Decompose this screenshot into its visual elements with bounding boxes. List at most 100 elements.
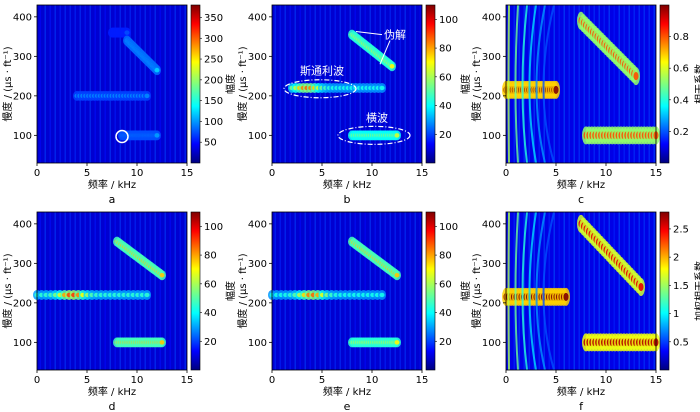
heatmap-streak	[623, 212, 625, 370]
x-tick-label: 5	[319, 375, 325, 386]
heatmap-streak	[44, 5, 46, 163]
heatmap-streak	[613, 5, 615, 163]
coherence-band	[514, 4, 519, 164]
heatmap-feature-core-1	[394, 272, 400, 278]
colorbar-tick-label: 0.8	[673, 32, 689, 43]
heatmap-streak	[144, 5, 146, 163]
x-tick-label: 0	[503, 375, 509, 386]
heatmap-streak	[389, 212, 391, 370]
panel-letter: f	[579, 400, 584, 412]
annotation-arrow	[355, 30, 383, 36]
heatmap-streak	[104, 5, 106, 163]
heatmap-streak	[648, 212, 650, 370]
heatmap-streak	[389, 5, 391, 163]
heatmap-streak	[399, 212, 401, 370]
heatmap-streak	[558, 5, 560, 163]
heatmap-streak	[179, 212, 181, 370]
heatmap-streak	[54, 5, 56, 163]
colorbar-tick-label: 300	[204, 34, 223, 45]
heatmap-streak	[174, 212, 176, 370]
colorbar	[425, 211, 436, 371]
x-tick-label: 0	[34, 375, 40, 386]
colorbar-tick-label: 60	[439, 72, 452, 83]
coherence-band	[542, 4, 555, 164]
heatmap-streak	[608, 212, 610, 370]
heatmap-streak	[154, 212, 156, 370]
panel-letter: b	[344, 193, 351, 206]
heatmap-streak	[623, 5, 625, 163]
heatmap-streak	[603, 5, 605, 163]
colorbar-tick-label: 100	[204, 222, 223, 233]
heatmap-streak	[59, 5, 61, 163]
y-tick-label: 300	[482, 52, 501, 63]
x-axis-label: 频率 / kHz	[323, 178, 371, 191]
heatmap-streak	[119, 5, 121, 163]
coherence-band	[507, 4, 510, 164]
heatmap-streak	[404, 212, 406, 370]
heatmap-streak	[274, 5, 276, 163]
panel-c: 0 5 10 15 100 200 300 400 频率 / kHz 慢度 / (μs · ft⁻…	[470, 4, 700, 206]
heatmap-streak	[159, 212, 161, 370]
y-tick-label: 200	[482, 91, 501, 102]
colorbar-label: 幅度	[459, 74, 472, 94]
colorbar-label: 幅度	[459, 281, 472, 301]
colorbar-tick-label: 200	[204, 75, 223, 86]
y-axis-label: 慢度 / (μs · ft⁻¹)	[236, 253, 249, 328]
heatmap-streak	[79, 5, 81, 163]
colorbar-tick-label: 80	[204, 251, 217, 262]
heatmap-streak	[598, 5, 600, 163]
heatmap-feature-core-0	[553, 85, 559, 94]
annotation-label: 伪解	[384, 28, 406, 42]
y-axis-label: 慢度 / (μs · ft⁻¹)	[236, 46, 249, 121]
heatmap-feature-core-2	[154, 67, 160, 73]
x-tick-label: 15	[650, 375, 663, 386]
colorbar-tick-label: 0.6	[673, 64, 689, 75]
heatmap-streak	[573, 5, 575, 163]
heatmap-streak	[64, 5, 66, 163]
heatmap-streak	[149, 212, 151, 370]
coherence-band	[521, 211, 528, 371]
x-tick-label: 0	[34, 168, 40, 179]
coherence-band	[535, 211, 546, 371]
colorbar-label: 相干系数	[693, 64, 700, 104]
heatmap-streak	[578, 5, 580, 163]
axes-frame	[505, 4, 657, 164]
heatmap-streak	[84, 5, 86, 163]
heatmap-streak	[164, 5, 166, 163]
heatmap-streak	[419, 5, 421, 163]
heatmap-streak	[563, 5, 565, 163]
heatmap-feature-core-0	[379, 292, 385, 298]
heatmap-streak	[399, 5, 401, 163]
x-axis-label: 频率 / kHz	[88, 385, 136, 398]
annotation-label: 斯通利波	[300, 65, 344, 78]
heatmap-streak	[74, 5, 76, 163]
colorbar-tick-label: 350	[204, 13, 223, 24]
y-tick-label: 100	[13, 131, 32, 142]
annotation-label: 横波	[366, 110, 388, 124]
y-tick-label: 100	[13, 338, 32, 349]
panel-letter: c	[578, 193, 584, 206]
heatmap-feature-core-0	[379, 85, 385, 91]
axes-frame	[36, 4, 188, 164]
colorbar-tick-label: 0.5	[673, 337, 689, 348]
y-axis-label: 慢度 / (μs · ft⁻¹)	[1, 46, 14, 121]
heatmap-feature-core-0	[144, 292, 150, 298]
y-tick-label: 300	[13, 259, 32, 270]
colorbar-tick-label: 50	[204, 138, 217, 149]
heatmap-streak	[568, 212, 570, 370]
heatmap-streak	[49, 5, 51, 163]
heatmap-streak	[124, 5, 126, 163]
y-axis-label: 慢度 / (μs · ft⁻¹)	[470, 253, 483, 328]
panel-d: 0 5 10 15 100 200 300 400 频率 / kHz 慢度 / (μs · ft⁻…	[1, 211, 237, 412]
heatmap-streak	[628, 5, 630, 163]
colorbar-tick-label: 100	[439, 15, 458, 26]
colorbar-tick-label: 250	[204, 55, 223, 66]
colorbar-tick-label: 20	[439, 130, 452, 141]
colorbar	[190, 211, 201, 371]
heatmap-feature-core-0	[563, 292, 569, 301]
coherence-band	[535, 4, 546, 164]
heatmap-feature-core-2	[394, 340, 400, 345]
heatmap-streak	[134, 5, 136, 163]
heatmap-streak	[384, 5, 386, 163]
